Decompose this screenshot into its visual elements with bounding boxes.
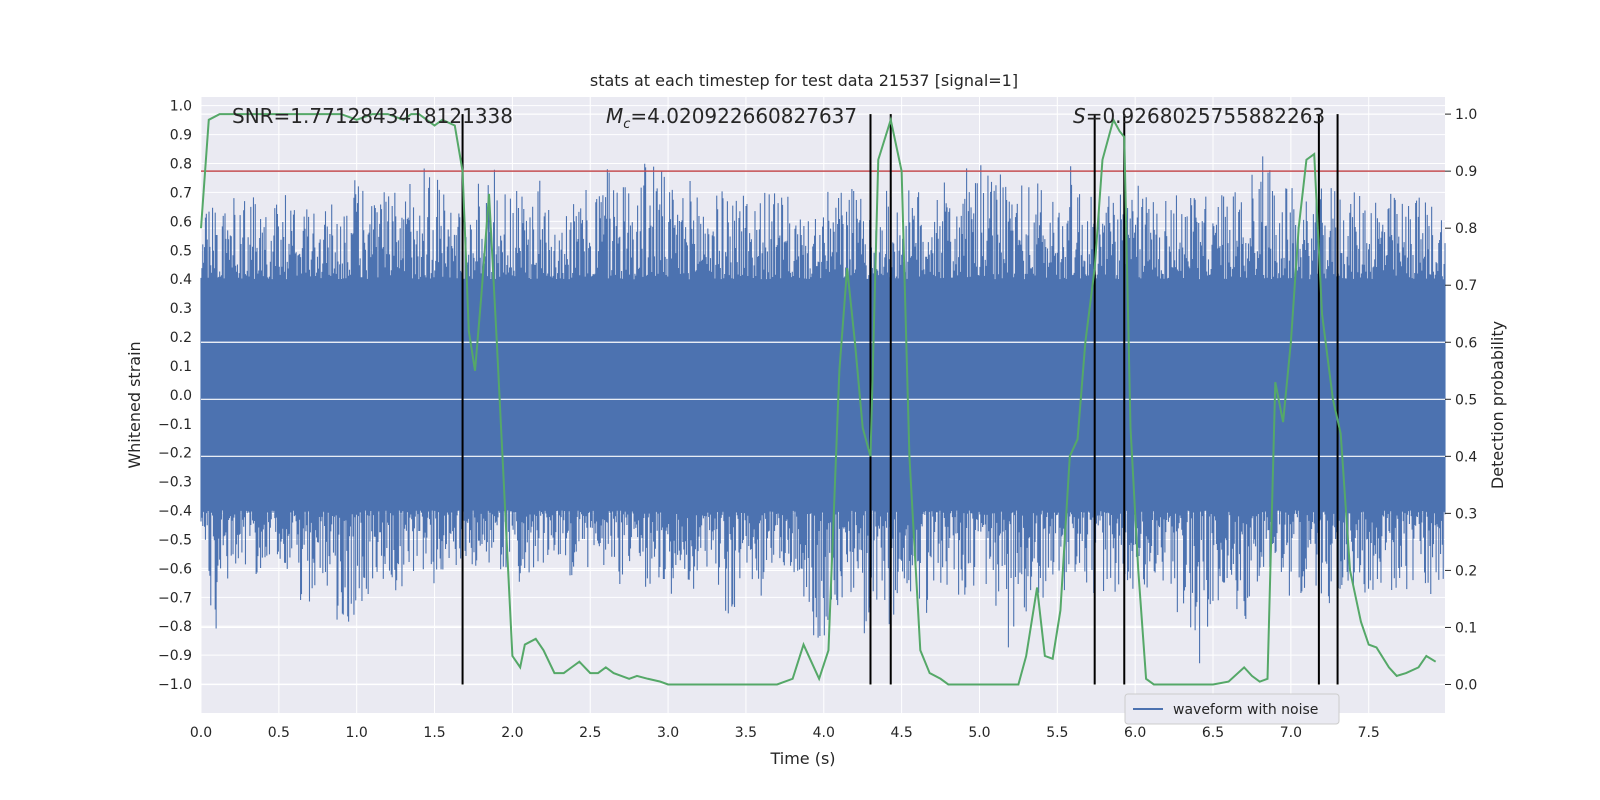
s-annotation: S=0.9268025755882263 <box>1073 104 1325 128</box>
legend-box <box>1124 693 1340 725</box>
legend-entry: waveform with noise <box>1173 702 1318 718</box>
probability-line <box>200 113 1437 686</box>
mc-symbol: M <box>606 104 623 128</box>
x-tick-label: 4.5 <box>890 725 912 741</box>
y-tick-label-right: 0.6 <box>1455 335 1477 351</box>
legend: waveform with noise <box>1124 693 1340 725</box>
y-tick-label-left: −0.5 <box>158 532 192 548</box>
y-tick-label-right: 0.3 <box>1455 506 1477 522</box>
waveform-core <box>201 290 1445 499</box>
y-tick-label-left: −0.7 <box>158 590 192 606</box>
y-tick-label-left: −0.3 <box>158 475 192 491</box>
mc-value: =4.020922660827637 <box>630 104 857 128</box>
x-tick-label: 2.0 <box>501 725 523 741</box>
x-tick-label: 7.0 <box>1280 725 1302 741</box>
x-tick-label: 1.0 <box>346 725 368 741</box>
y-tick-label-right: 0.4 <box>1455 449 1477 465</box>
y-axis-label-right: Detection probability <box>1488 321 1507 489</box>
y-tick-label-right: 1.0 <box>1455 107 1477 123</box>
s-value: =0.9268025755882263 <box>1086 104 1325 128</box>
x-tick-label: 6.0 <box>1124 725 1146 741</box>
y-tick-label-left: −0.6 <box>158 561 192 577</box>
y-tick-label-left: 0.4 <box>170 272 192 288</box>
y-tick-label-left: 0.0 <box>170 388 192 404</box>
s-symbol: S <box>1073 104 1086 128</box>
snr-annotation: SNR=1.7712843418121338 <box>232 104 513 128</box>
x-axis-label: Time (s) <box>769 749 835 768</box>
y-tick-label-left: −0.2 <box>158 446 192 462</box>
x-tick-label: 5.0 <box>968 725 990 741</box>
y-axis-label-left: Whitened strain <box>125 341 144 468</box>
y-tick-label-right: 0.7 <box>1455 278 1477 294</box>
y-tick-label-right: 0.8 <box>1455 221 1477 237</box>
x-tick-label: 3.0 <box>657 725 679 741</box>
vertical-markers <box>461 114 1339 685</box>
mc-subscript: c <box>623 117 630 132</box>
x-tick-label: 0.0 <box>190 725 212 741</box>
y-tick-label-left: −0.4 <box>158 504 192 520</box>
y-tick-label-left: −0.1 <box>158 417 192 433</box>
y-tick-label-left: 0.2 <box>170 330 192 346</box>
waveform-series <box>200 156 1446 664</box>
x-tick-label: 4.0 <box>813 725 835 741</box>
y-tick-label-left: 1.0 <box>170 99 192 115</box>
y-tick-label-left: −1.0 <box>158 677 192 693</box>
y-tick-label-right: 0.9 <box>1455 164 1477 180</box>
y-tick-label-right: 0.5 <box>1455 392 1477 408</box>
x-tick-label: 7.5 <box>1358 725 1380 741</box>
axis-ticks: 0.0 0.5 1.0 1.5 2.0 2.5 3.0 3.5 4.0 4.5 5.0 5.5 6.0 6… <box>158 99 1477 741</box>
x-tick-label: 5.5 <box>1046 725 1068 741</box>
y-tick-label-left: 0.6 <box>170 214 192 230</box>
y-tick-label-left: 0.1 <box>170 359 192 375</box>
y-tick-label-right: 0.0 <box>1455 677 1477 693</box>
y-tick-label-left: −0.9 <box>158 648 192 664</box>
y-tick-label-left: −0.8 <box>158 619 192 635</box>
chart-title: stats at each timestep for test data 215… <box>590 71 1018 90</box>
y-tick-label-right: 0.1 <box>1455 620 1477 636</box>
y-tick-label-left: 0.9 <box>170 128 192 144</box>
x-tick-label: 2.5 <box>579 725 601 741</box>
y-tick-label-left: 0.8 <box>170 157 192 173</box>
x-tick-label: 6.5 <box>1202 725 1224 741</box>
x-tick-label: 1.5 <box>423 725 445 741</box>
y-tick-label-left: 0.3 <box>170 301 192 317</box>
y-tick-label-left: 0.7 <box>170 185 192 201</box>
x-tick-label: 3.5 <box>735 725 757 741</box>
y-tick-label-left: 0.5 <box>170 243 192 259</box>
x-tick-label: 0.5 <box>268 725 290 741</box>
y-tick-label-right: 0.2 <box>1455 563 1477 579</box>
mc-annotation: Mc=4.020922660827637 <box>606 104 857 132</box>
